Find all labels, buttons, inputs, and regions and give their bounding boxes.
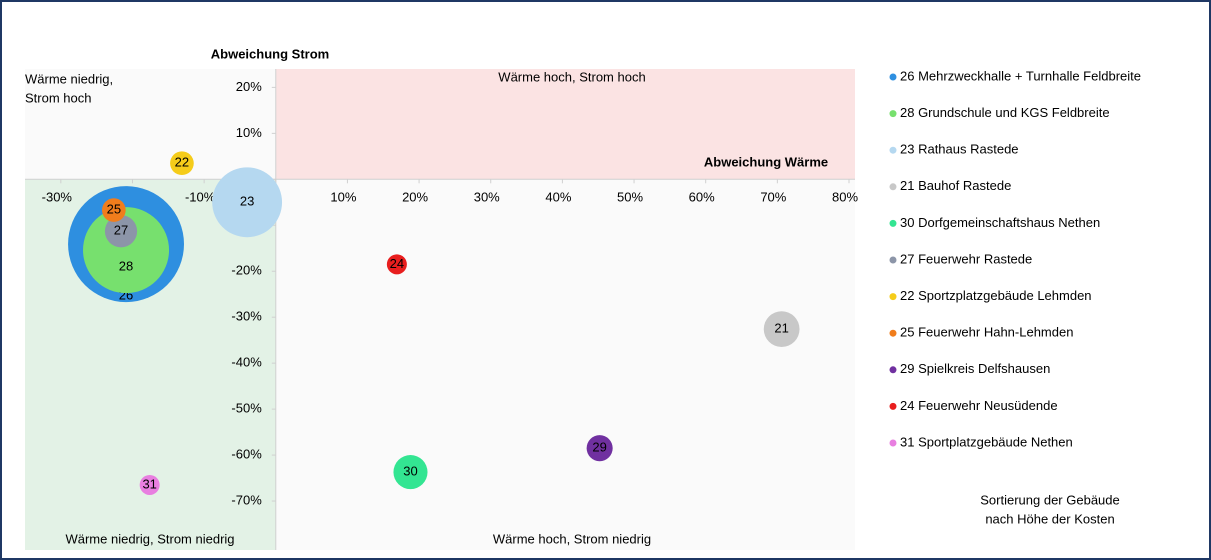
bubble	[386, 254, 407, 275]
x-tick-label: 30%	[474, 190, 500, 205]
legend-label: 21 Bauhof Rastede	[900, 178, 1011, 193]
bubble	[83, 207, 170, 294]
bubble-label: 28	[119, 259, 133, 274]
y-tick-label: -60%	[231, 447, 262, 462]
legend-label: 26 Mehrzweckhalle + Turnhalle Feldbreite	[900, 68, 1141, 83]
x-tick-label: -10%	[185, 190, 216, 205]
quadrant	[275, 69, 856, 180]
bubble-label: 22	[175, 155, 189, 170]
bubble-label: 21	[774, 321, 788, 336]
x-tick-label: 10%	[330, 190, 356, 205]
quadrant	[275, 179, 856, 551]
bubble-label: 30	[403, 464, 417, 479]
x-tick-label: 60%	[689, 190, 715, 205]
y-tick-label: -30%	[231, 309, 262, 324]
bubble-label: 29	[592, 440, 606, 455]
y-tick-label: -40%	[231, 355, 262, 370]
bubble	[763, 311, 800, 348]
bubble-label: 31	[142, 476, 156, 491]
y-tick-label: 20%	[236, 79, 262, 94]
quadrant-label: Wärme niedrig,	[25, 71, 113, 86]
x-tick-label: 40%	[545, 190, 571, 205]
legend-label: 24 Feuerwehr Neusüdende	[900, 398, 1058, 413]
y-tick-label: -20%	[231, 263, 262, 278]
bubble	[104, 215, 138, 248]
bubble	[139, 474, 160, 495]
quadrant	[25, 69, 276, 180]
legend-label: 28 Grundschule und KGS Feldbreite	[900, 105, 1110, 120]
legend-swatch	[889, 366, 897, 374]
y-tick-label: -70%	[231, 492, 262, 507]
legend-label: 22 Sportzplatzgebäude Lehmden	[900, 288, 1092, 303]
y-tick-label: 10%	[236, 125, 262, 140]
legend-swatch	[889, 402, 897, 410]
legend-swatch	[889, 110, 897, 118]
note: Sortierung der Gebäude	[980, 492, 1119, 507]
bubble-label: 27	[114, 223, 128, 238]
bubble	[102, 198, 126, 222]
x-tick-label: 50%	[617, 190, 643, 205]
y-tick-label: -50%	[231, 401, 262, 416]
legend-swatch	[889, 256, 897, 264]
legend-swatch	[889, 219, 897, 227]
quadrant-label: Wärme hoch, Strom niedrig	[493, 531, 651, 546]
note: nach Höhe der Kosten	[985, 511, 1114, 526]
legend-label: 23 Rathaus Rastede	[900, 142, 1019, 157]
bubble	[170, 151, 194, 176]
legend-swatch	[889, 183, 897, 191]
legend-swatch	[889, 439, 897, 447]
legend-label: 30 Dorfgemeinschaftshaus Nethen	[900, 215, 1100, 230]
legend-label: 31 Sportplatzgebäude Nethen	[900, 434, 1073, 449]
bubble-label: 23	[240, 194, 254, 209]
bubble-label: 25	[107, 202, 121, 217]
legend-swatch	[889, 329, 897, 337]
bubble	[212, 167, 283, 238]
y-axis-title: Abweichung Strom	[211, 46, 329, 61]
x-axis-title: Abweichung Wärme	[704, 154, 828, 169]
x-tick-label: 20%	[402, 190, 428, 205]
bubble	[393, 455, 428, 490]
quadrant-label: Strom hoch	[25, 90, 91, 105]
legend-swatch	[889, 293, 897, 301]
x-tick-label: 80%	[832, 190, 858, 205]
bubble	[586, 435, 613, 462]
legend-swatch	[889, 73, 897, 81]
quadrant-label: Wärme niedrig, Strom niedrig	[65, 531, 234, 546]
x-tick-label: -30%	[42, 190, 73, 205]
quadrant-label: Wärme hoch, Strom hoch	[498, 69, 645, 84]
legend-label: 27 Feuerwehr Rastede	[900, 251, 1032, 266]
legend-swatch	[889, 146, 897, 154]
legend-label: 25 Feuerwehr Hahn-Lehmden	[900, 325, 1073, 340]
legend-label: 29 Spielkreis Delfshausen	[900, 361, 1050, 376]
bubble-label: 24	[390, 256, 404, 271]
x-tick-label: 70%	[760, 190, 786, 205]
